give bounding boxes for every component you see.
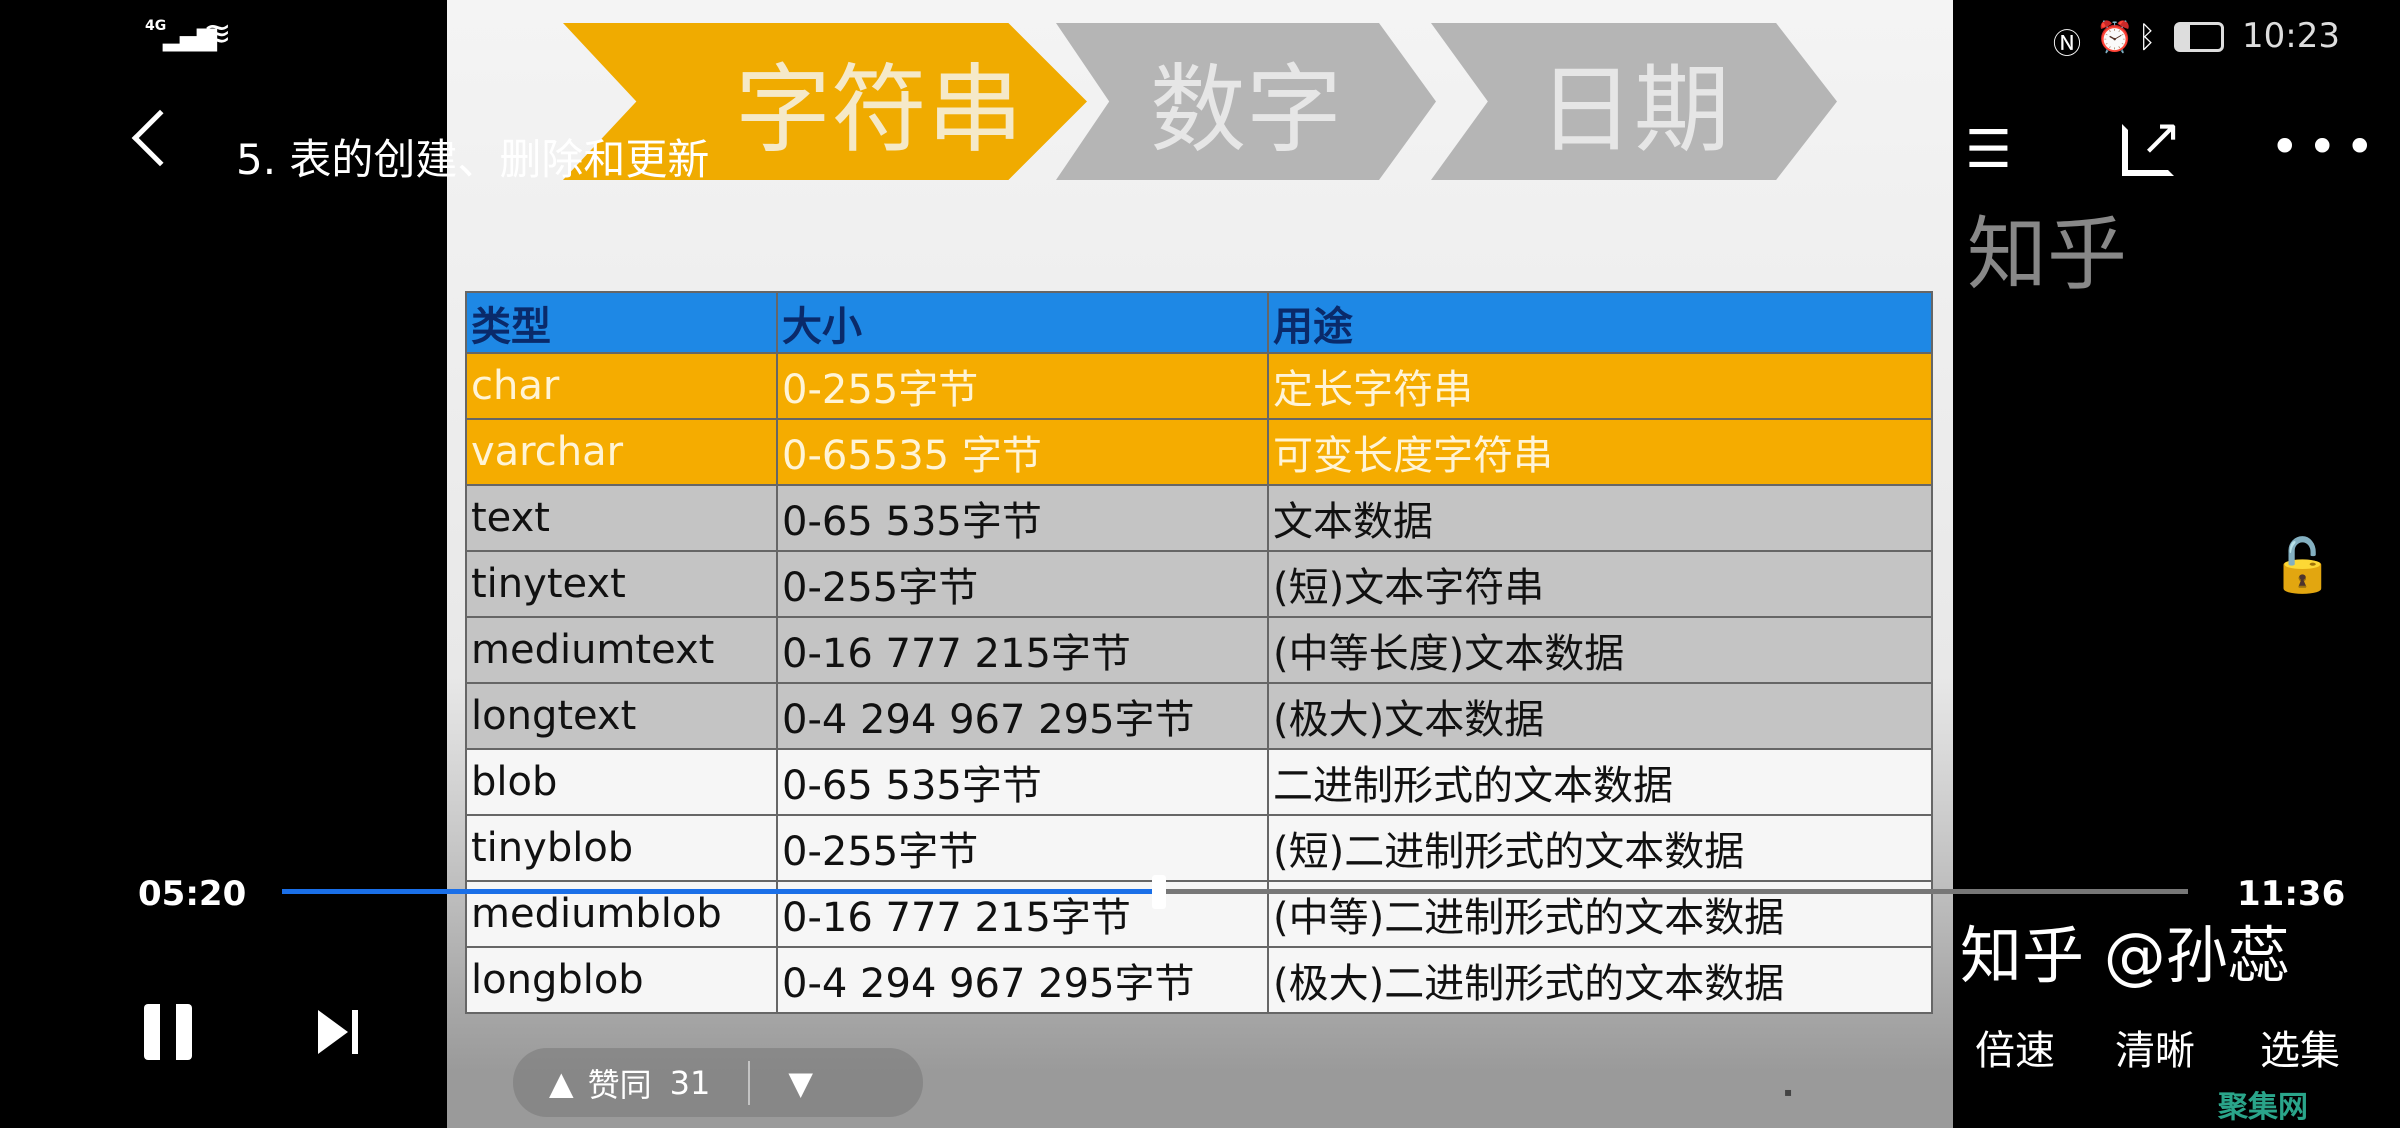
cell-usage: (短)文本字符串 <box>1267 550 1933 618</box>
table-row: varchar 0-65535 字节 可变长度字符串 <box>465 418 1933 486</box>
cell-size: 0-16 777 215字节 <box>776 616 1269 684</box>
divider <box>748 1060 751 1105</box>
more-icon[interactable]: ••• <box>2270 118 2383 176</box>
downvote-icon[interactable]: ▼ <box>788 1063 813 1102</box>
cell-usage: 可变长度字符串 <box>1267 418 1933 486</box>
site-watermark: 聚集网 <box>2218 1090 2308 1125</box>
cell-usage: (中等长度)文本数据 <box>1267 616 1933 684</box>
cell-size: 0-255字节 <box>776 814 1269 882</box>
cell-size: 0-255字节 <box>776 550 1269 618</box>
total-time: 11:36 <box>2237 874 2346 914</box>
upvote-label[interactable]: 赞同 <box>587 1065 652 1104</box>
video-frame[interactable]: 字符串 数字 日期 类型 大小 用途 char 0-255字节 定长字符串 varch… <box>447 0 1953 1128</box>
upvote-icon[interactable]: ▲ <box>549 1063 574 1102</box>
clock: 10:23 <box>2242 16 2340 56</box>
table-row: tinytext 0-255字节 (短)文本字符串 <box>465 550 1933 618</box>
cell-type: blob <box>465 748 778 816</box>
next-bar-icon <box>352 1010 358 1054</box>
quality-button[interactable]: 清晰 <box>2115 1028 2195 1074</box>
upvote-count: 31 <box>669 1063 711 1102</box>
share-icon[interactable] <box>2122 124 2174 176</box>
alarm-icon: ⏰ <box>2096 20 2134 55</box>
video-title: 5. 表的创建、删除和更新 <box>236 135 710 184</box>
table-header: 类型 大小 用途 <box>465 291 1933 354</box>
cell-type: longblob <box>465 946 778 1014</box>
cell-type: tinytext <box>465 550 778 618</box>
cell-type: tinyblob <box>465 814 778 882</box>
battery-icon <box>2174 22 2224 52</box>
cell-usage: 二进制形式的文本数据 <box>1267 748 1933 816</box>
banner-step-2: 数字 <box>1056 23 1436 180</box>
episodes-button[interactable]: 选集 <box>2260 1028 2340 1074</box>
cell-usage: 定长字符串 <box>1267 352 1933 420</box>
cell-usage: (极大)二进制形式的文本数据 <box>1267 946 1933 1014</box>
table-row: longblob 0-4 294 967 295字节 (极大)二进制形式的文本数据 <box>465 946 1933 1014</box>
back-icon[interactable] <box>131 109 189 167</box>
table-row: text 0-65 535字节 文本数据 <box>465 484 1933 552</box>
bluetooth-icon: ᛒ <box>2138 20 2156 55</box>
cell-type: mediumtext <box>465 616 778 684</box>
table-row: char 0-255字节 定长字符串 <box>465 352 1933 420</box>
vote-pill: ▲ 赞同 31 ▼ <box>513 1048 923 1117</box>
share-arrow-icon: ↗ <box>2140 108 2182 166</box>
nfc-icon: Ⓝ <box>2053 27 2082 60</box>
pause-button[interactable] <box>144 1004 192 1060</box>
banner-step-3: 日期 <box>1431 23 1837 180</box>
zhihu-author-watermark: 知乎 @孙蕊 <box>1960 919 2290 992</box>
slide-mark: ▪ <box>1784 1085 1793 1099</box>
header-size: 大小 <box>776 291 1269 354</box>
cell-type: varchar <box>465 418 778 486</box>
wifi-icon: ≋ <box>203 14 232 54</box>
table-row: tinyblob 0-255字节 (短)二进制形式的文本数据 <box>465 814 1933 882</box>
playlist-icon[interactable]: ☰ <box>1965 120 2012 180</box>
cell-type: text <box>465 484 778 552</box>
next-button[interactable] <box>318 1010 348 1054</box>
seek-bar-fill <box>282 889 1159 894</box>
header-type: 类型 <box>465 291 778 354</box>
cell-size: 0-255字节 <box>776 352 1269 420</box>
network-type: 4G <box>145 18 167 34</box>
cell-size: 0-65 535字节 <box>776 748 1269 816</box>
header-usage: 用途 <box>1267 291 1933 354</box>
current-time: 05:20 <box>138 874 247 914</box>
lock-icon[interactable]: 🔓 <box>2270 536 2335 596</box>
cell-size: 0-65535 字节 <box>776 418 1269 486</box>
seek-bar[interactable] <box>282 875 2188 909</box>
cell-usage: (短)二进制形式的文本数据 <box>1267 814 1933 882</box>
cell-usage: (极大)文本数据 <box>1267 682 1933 750</box>
cell-size: 0-65 535字节 <box>776 484 1269 552</box>
signal-icon: ▂▄▆ <box>163 22 217 52</box>
speed-button[interactable]: 倍速 <box>1975 1028 2055 1074</box>
cell-size: 0-4 294 967 295字节 <box>776 946 1269 1014</box>
banner-step-1: 字符串 <box>563 23 1087 180</box>
cell-type: char <box>465 352 778 420</box>
table-row: mediumtext 0-16 777 215字节 (中等长度)文本数据 <box>465 616 1933 684</box>
seek-thumb[interactable] <box>1151 875 1166 909</box>
table-row: blob 0-65 535字节 二进制形式的文本数据 <box>465 748 1933 816</box>
data-type-table: 类型 大小 用途 char 0-255字节 定长字符串 varchar 0-65535 … <box>465 291 1933 1014</box>
cell-type: longtext <box>465 682 778 750</box>
zhihu-watermark-top: 知乎 <box>1967 208 2127 301</box>
cell-size: 0-4 294 967 295字节 <box>776 682 1269 750</box>
cell-usage: 文本数据 <box>1267 484 1933 552</box>
table-row: longtext 0-4 294 967 295字节 (极大)文本数据 <box>465 682 1933 750</box>
